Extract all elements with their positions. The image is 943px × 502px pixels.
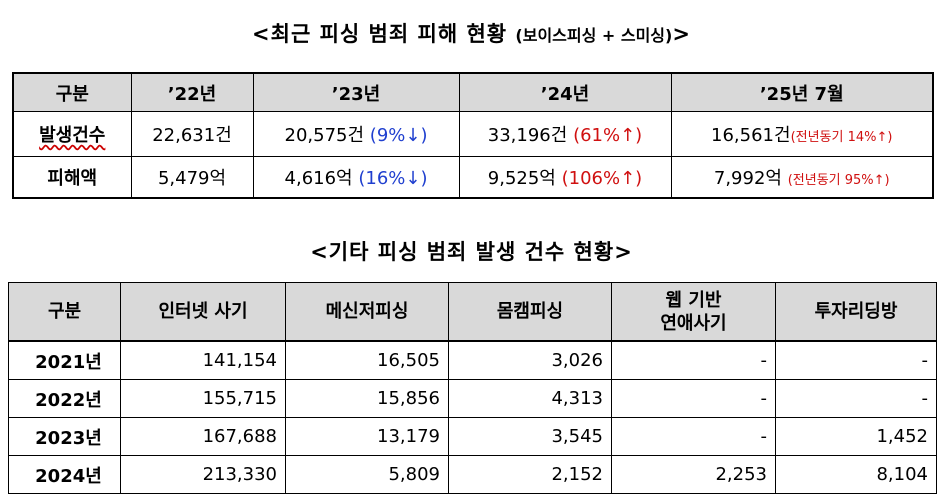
cell: - [611, 379, 776, 418]
cell: 13,179 [285, 417, 449, 456]
cell: 167,688 [120, 417, 286, 456]
table2-header-row: 구분 인터넷 사기 메신저피싱 몸캠피싱 웹 기반 연애사기 투자리딩방 [8, 282, 937, 342]
cell: 8,104 [775, 455, 937, 494]
table1-header-2024: ’24년 [458, 72, 672, 112]
table2-header-bodycam-phishing: 몸캠피싱 [448, 282, 612, 342]
cell: 141,154 [120, 340, 286, 380]
title1-main: <최근 피싱 범죄 피해 현황 [252, 22, 508, 46]
cell: - [611, 340, 776, 380]
cell-2025: 7,992억 (전년동기 95%↑) [670, 156, 934, 199]
title1-close: > [672, 22, 691, 46]
table-row: 발생건수 22,631건 20,575건 (9%↓) 33,196건 (61%↑… [12, 111, 934, 157]
change-increase: (106%↑) [561, 168, 643, 189]
table1-header-row: 구분 ’22년 ’23년 ’24년 ’25년 7월 [12, 72, 934, 112]
row-year: 2022년 [8, 379, 121, 418]
cell: 3,545 [448, 417, 612, 456]
phishing-damage-table: 구분 ’22년 ’23년 ’24년 ’25년 7월 발생건수 22,631건 2… [12, 72, 934, 199]
table2-header-messenger-phishing: 메신저피싱 [285, 282, 449, 342]
cell-2024: 33,196건 (61%↑) [458, 111, 672, 157]
cell-2024: 9,525억 (106%↑) [458, 156, 672, 199]
row-label: 발생건수 [12, 111, 132, 157]
change-decrease: (16%↓) [358, 168, 428, 189]
title1-sub: (보이스피싱 + 스미싱) [515, 26, 673, 45]
cell: 2,152 [448, 455, 612, 494]
damage-status-title: <최근 피싱 범죄 피해 현황 (보이스피싱 + 스미싱)> [0, 18, 943, 48]
table1-header-2022: ’22년 [130, 72, 254, 112]
cell-2023: 4,616억 (16%↓) [252, 156, 460, 199]
cell: 3,026 [448, 340, 612, 380]
cell-2025: 16,561건(전년동기 14%↑) [670, 111, 934, 157]
change-increase: (61%↑) [573, 125, 643, 146]
table1-header-2025-jul: ’25년 7월 [670, 72, 934, 112]
change-yoy: (전년동기 14%↑) [790, 130, 893, 145]
table1-header-2023: ’23년 [252, 72, 460, 112]
table-row: 2024년 213,330 5,809 2,152 2,253 8,104 [8, 455, 937, 494]
cell-2022: 5,479억 [130, 156, 254, 199]
cell-2023: 20,575건 (9%↓) [252, 111, 460, 157]
table2-header-investment-room: 투자리딩방 [775, 282, 937, 342]
row-label: 피해액 [12, 156, 132, 199]
cell: - [775, 340, 937, 380]
cell: 213,330 [120, 455, 286, 494]
row-year: 2021년 [8, 340, 121, 380]
cell: 5,809 [285, 455, 449, 494]
table-row: 피해액 5,479억 4,616억 (16%↓) 9,525억 (106%↑) … [12, 156, 934, 199]
cell: - [775, 379, 937, 418]
table2-header-internet-fraud: 인터넷 사기 [120, 282, 286, 342]
other-phishing-table: 구분 인터넷 사기 메신저피싱 몸캠피싱 웹 기반 연애사기 투자리딩방 2021… [8, 282, 937, 494]
row-year: 2023년 [8, 417, 121, 456]
table2-header-category: 구분 [8, 282, 121, 342]
cell: 2,253 [611, 455, 776, 494]
cell: 4,313 [448, 379, 612, 418]
table-row: 2023년 167,688 13,179 3,545 - 1,452 [8, 417, 937, 456]
cell: 15,856 [285, 379, 449, 418]
cell: - [611, 417, 776, 456]
change-decrease: (9%↓) [369, 125, 428, 146]
cell: 16,505 [285, 340, 449, 380]
cell: 1,452 [775, 417, 937, 456]
change-yoy: (전년동기 95%↑) [787, 173, 890, 188]
table-row: 2022년 155,715 15,856 4,313 - - [8, 379, 937, 418]
table1-header-category: 구분 [12, 72, 132, 112]
row-year: 2024년 [8, 455, 121, 494]
cell: 155,715 [120, 379, 286, 418]
table2-header-romance-scam: 웹 기반 연애사기 [611, 282, 776, 342]
other-phishing-title: <기타 피싱 범죄 발생 건수 현황> [310, 240, 633, 264]
cell-2022: 22,631건 [130, 111, 254, 157]
table-row: 2021년 141,154 16,505 3,026 - - [8, 340, 937, 380]
